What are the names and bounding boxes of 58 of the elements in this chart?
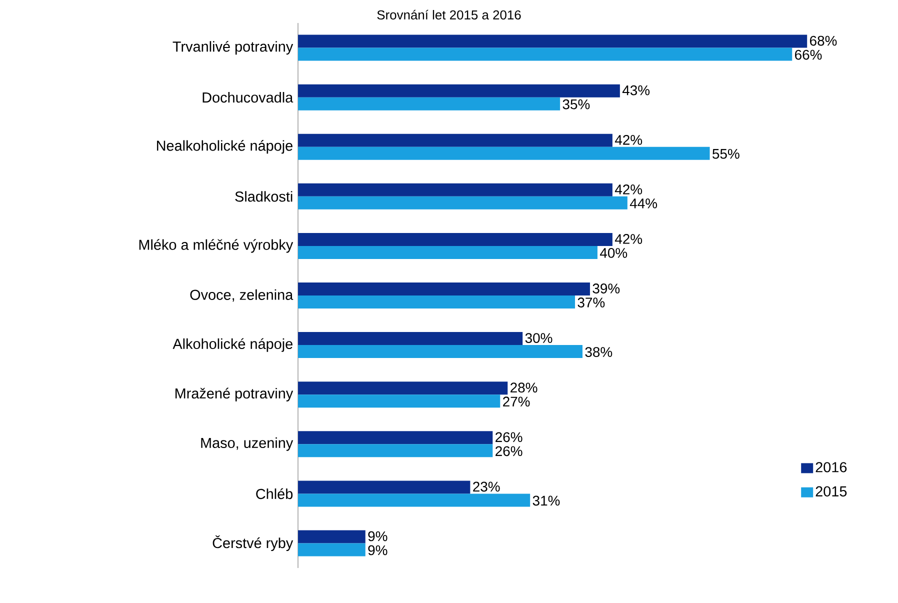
bar bbox=[298, 34, 808, 48]
data-label: 26% bbox=[496, 432, 522, 442]
data-label: 31% bbox=[532, 496, 560, 506]
data-label: 9% bbox=[368, 545, 388, 556]
data-label: 35% bbox=[562, 99, 590, 110]
bar bbox=[298, 183, 612, 196]
data-label: 9% bbox=[368, 531, 388, 542]
bar bbox=[298, 97, 560, 110]
legend-label: 2015 bbox=[816, 486, 847, 496]
data-label: 39% bbox=[592, 284, 620, 294]
bar bbox=[298, 480, 470, 494]
y-tick-label: Chléb bbox=[256, 488, 293, 500]
bar bbox=[298, 444, 493, 458]
bar bbox=[298, 530, 366, 544]
chart-title: Srovnání let 2015 a 2016 bbox=[377, 10, 521, 20]
data-label: 42% bbox=[614, 134, 642, 145]
bar bbox=[298, 394, 500, 408]
y-tick-label: Nealkoholické nápoje bbox=[157, 140, 292, 154]
data-label: 42% bbox=[614, 184, 642, 194]
bar bbox=[298, 431, 493, 444]
y-tick-label: Alkoholické nápoje bbox=[172, 338, 292, 352]
bar bbox=[298, 196, 628, 210]
data-label: 40% bbox=[600, 248, 628, 258]
y-tick-label: Maso, uzeniny bbox=[201, 437, 294, 451]
bar bbox=[298, 332, 523, 346]
data-label: 26% bbox=[496, 446, 522, 456]
data-label: 27% bbox=[503, 396, 530, 406]
data-label: 66% bbox=[795, 50, 822, 60]
y-tick-label: Sladkosti bbox=[235, 191, 292, 202]
data-label: 28% bbox=[510, 382, 538, 393]
data-label: 68% bbox=[810, 36, 837, 46]
data-label: 30% bbox=[525, 333, 552, 343]
data-label: 23% bbox=[473, 482, 500, 492]
bar bbox=[298, 382, 508, 395]
y-tick-label: Trvanlivé potraviny bbox=[172, 40, 294, 55]
y-tick-label: Mléko a mléčné výrobky bbox=[139, 239, 294, 253]
bar bbox=[298, 134, 612, 147]
y-tick-label: Dochucovadla bbox=[202, 92, 294, 103]
bar bbox=[298, 48, 792, 61]
data-label: 42% bbox=[614, 234, 642, 244]
bar bbox=[298, 296, 576, 309]
data-label: 37% bbox=[578, 298, 605, 308]
data-label: 44% bbox=[630, 198, 658, 208]
bar bbox=[298, 494, 530, 507]
bar bbox=[298, 232, 612, 246]
bar bbox=[298, 246, 598, 259]
y-tick-label: Ovoce, zelenina bbox=[190, 289, 294, 302]
bar bbox=[298, 345, 582, 358]
y-tick-label: Čerstvé ryby bbox=[212, 535, 294, 552]
legend-label: 2016 bbox=[816, 462, 847, 472]
bar bbox=[298, 84, 620, 98]
y-tick-label: Mražené potraviny bbox=[176, 388, 294, 402]
bar bbox=[298, 543, 366, 556]
bar bbox=[298, 282, 590, 296]
data-label: 43% bbox=[622, 85, 650, 96]
data-label: 55% bbox=[712, 148, 740, 159]
data-label: 38% bbox=[585, 347, 612, 357]
bar bbox=[298, 146, 710, 160]
